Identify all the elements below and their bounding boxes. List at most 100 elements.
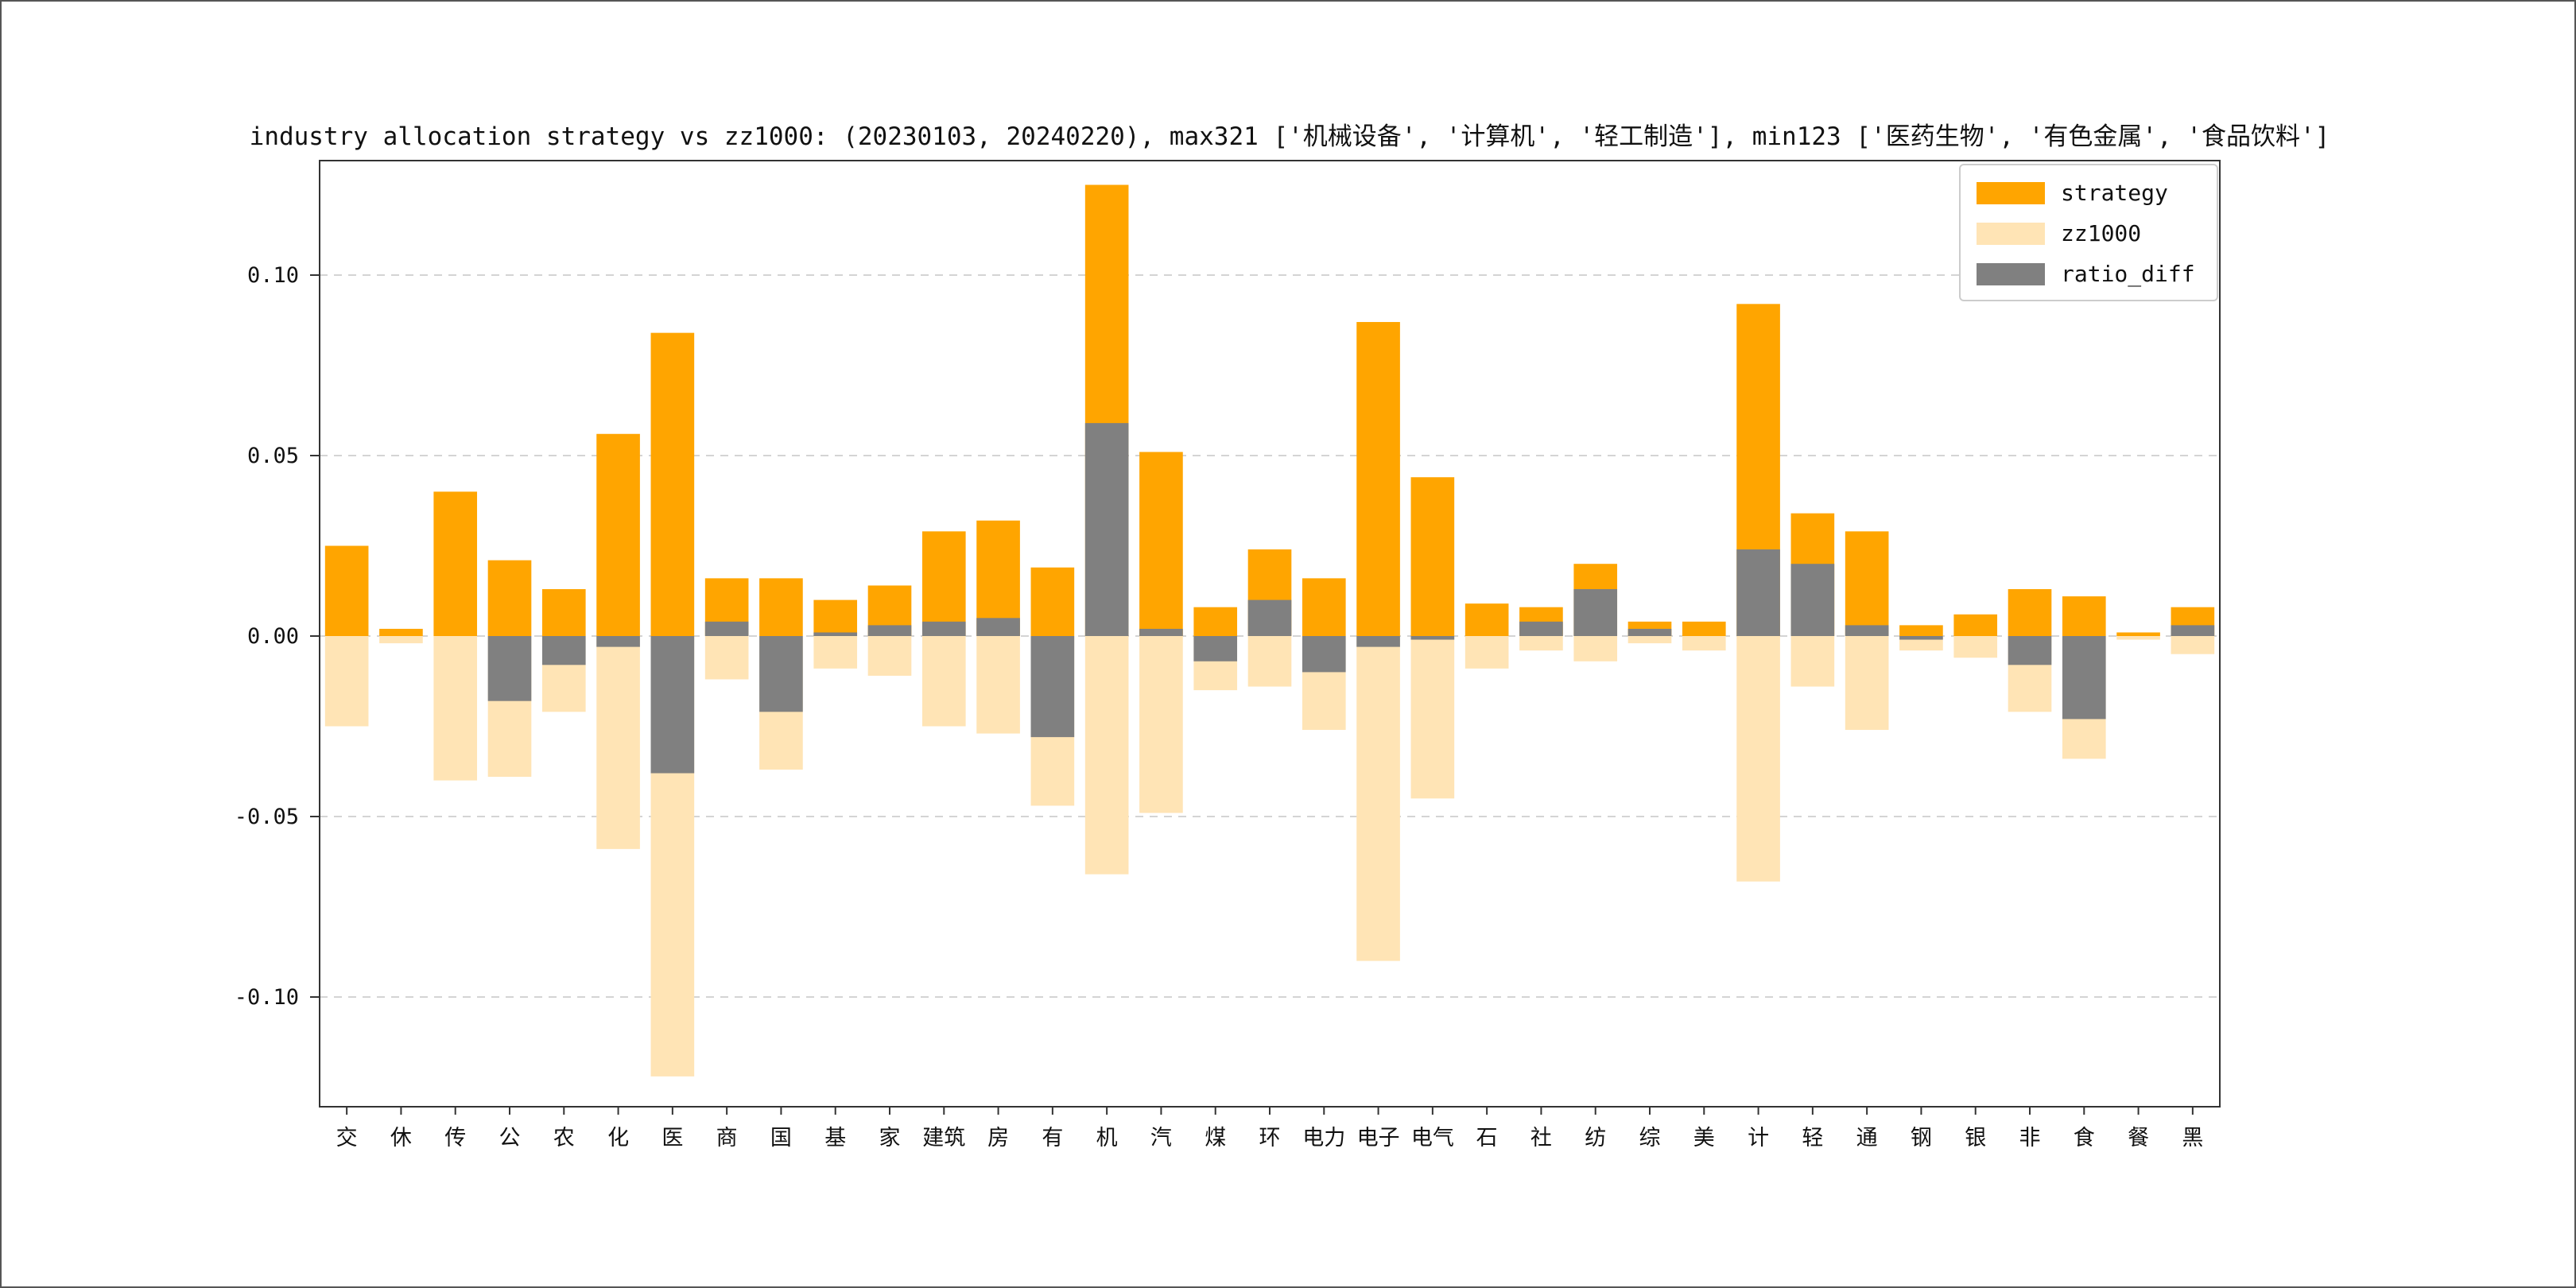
bar-ratio-diff (650, 636, 695, 774)
bar-ratio-diff (1193, 636, 1238, 661)
x-tick-label: 医 (661, 1126, 683, 1150)
bar-zz1000 (867, 636, 912, 676)
x-tick-label: 房 (987, 1126, 1009, 1150)
bar-ratio-diff (867, 625, 912, 636)
bar-ratio-diff (2062, 636, 2106, 720)
chart-title: industry allocation strategy vs zz1000: … (249, 122, 2330, 151)
bar-strategy (759, 578, 803, 636)
bar-strategy (1356, 322, 1400, 636)
bar-strategy (1410, 477, 1455, 636)
bar-zz1000 (433, 636, 478, 781)
bar-strategy (2062, 596, 2106, 636)
bar-ratio-diff (1790, 564, 1835, 636)
bar-strategy (379, 628, 423, 636)
x-tick-label: 电子 (1357, 1126, 1400, 1150)
bar-ratio-diff (1573, 588, 1618, 636)
bar-zz1000 (1410, 636, 1455, 799)
x-tick-label: 电力 (1302, 1126, 1345, 1150)
y-tick-label: 0.05 (247, 444, 299, 468)
bar-ratio-diff (2171, 625, 2215, 636)
x-tick-label: 商 (716, 1126, 738, 1150)
bar-ratio-diff (1410, 636, 1455, 640)
legend-item-zz1000: zz1000 (1977, 220, 2217, 246)
x-tick-label: 环 (1259, 1126, 1281, 1150)
bar-strategy (1899, 625, 1943, 636)
x-tick-label: 非 (2019, 1126, 2041, 1150)
bar-zz1000 (1084, 636, 1129, 875)
bar-ratio-diff (541, 636, 586, 665)
bar-zz1000 (379, 636, 423, 644)
bar-zz1000 (1682, 636, 1726, 651)
x-tick-label: 传 (444, 1126, 466, 1150)
plot-border (319, 160, 2221, 1108)
bar-zz1000 (1356, 636, 1400, 961)
bar-strategy (324, 545, 369, 636)
bar-strategy (1139, 452, 1183, 636)
x-tick-label: 建筑 (922, 1126, 965, 1150)
bar-strategy (976, 520, 1020, 636)
bar-zz1000 (1573, 636, 1618, 661)
bar-ratio-diff (1519, 621, 1563, 636)
x-tick-label: 轻 (1802, 1126, 1823, 1150)
x-tick-label: 煤 (1205, 1126, 1226, 1150)
legend-swatch-strategy (1977, 181, 2045, 204)
bar-strategy (1030, 567, 1075, 636)
bar-strategy (487, 560, 532, 636)
x-tick-label: 钢 (1911, 1126, 1932, 1150)
bar-zz1000 (921, 636, 966, 727)
bar-ratio-diff (487, 636, 532, 701)
y-tick-label: 0.10 (247, 263, 299, 288)
x-tick-label: 通 (1856, 1126, 1878, 1150)
legend-label-ratio-diff: ratio_diff (2061, 261, 2195, 287)
bar-strategy (1193, 607, 1238, 636)
bar-zz1000 (1736, 636, 1780, 882)
bar-strategy (541, 588, 586, 636)
x-tick-label: 机 (1096, 1126, 1118, 1150)
x-tick-label: 银 (1965, 1126, 1986, 1150)
legend-swatch-zz1000 (1977, 222, 2045, 245)
y-tick-label: -0.10 (235, 985, 299, 1010)
bar-ratio-diff (704, 621, 749, 636)
bar-ratio-diff (813, 632, 858, 636)
x-tick-label: 国 (770, 1126, 792, 1150)
bar-zz1000 (2116, 636, 2160, 640)
bar-zz1000 (1519, 636, 1563, 651)
bar-zz1000 (1953, 636, 1998, 658)
bar-ratio-diff (1736, 549, 1780, 636)
bar-strategy (2116, 632, 2160, 636)
bar-zz1000 (2171, 636, 2215, 654)
bar-strategy (1682, 621, 1726, 636)
bar-strategy (650, 332, 695, 636)
x-tick-label: 食 (2074, 1126, 2095, 1150)
legend: strategy zz1000 ratio_diff (1959, 164, 2218, 301)
bar-ratio-diff (1845, 625, 1889, 636)
bar-ratio-diff (1247, 599, 1292, 636)
bar-zz1000 (1627, 636, 1672, 644)
legend-swatch-ratio-diff (1977, 262, 2045, 285)
x-tick-label: 农 (553, 1126, 575, 1150)
x-tick-label: 综 (1639, 1126, 1661, 1150)
bar-zz1000 (1139, 636, 1183, 813)
x-tick-label: 计 (1748, 1126, 1769, 1150)
x-tick-label: 交 (336, 1126, 358, 1150)
bar-strategy (1953, 614, 1998, 636)
x-tick-label: 石 (1476, 1126, 1498, 1150)
x-tick-label: 黑 (2182, 1126, 2203, 1150)
x-tick-label: 餐 (2128, 1126, 2149, 1150)
y-tick-label: 0.00 (247, 624, 299, 649)
bar-ratio-diff (2008, 636, 2052, 665)
bar-strategy (1465, 603, 1509, 636)
bar-ratio-diff (1356, 636, 1400, 647)
bar-ratio-diff (759, 636, 803, 712)
legend-label-strategy: strategy (2061, 180, 2168, 206)
bar-strategy (596, 433, 640, 636)
x-tick-label: 基 (824, 1126, 846, 1150)
bar-ratio-diff (976, 618, 1020, 636)
bar-strategy (433, 491, 478, 636)
bar-ratio-diff (1627, 628, 1672, 636)
bar-zz1000 (324, 636, 369, 727)
bar-ratio-diff (1084, 423, 1129, 636)
bar-strategy (1302, 578, 1346, 636)
x-tick-label: 公 (499, 1126, 521, 1150)
